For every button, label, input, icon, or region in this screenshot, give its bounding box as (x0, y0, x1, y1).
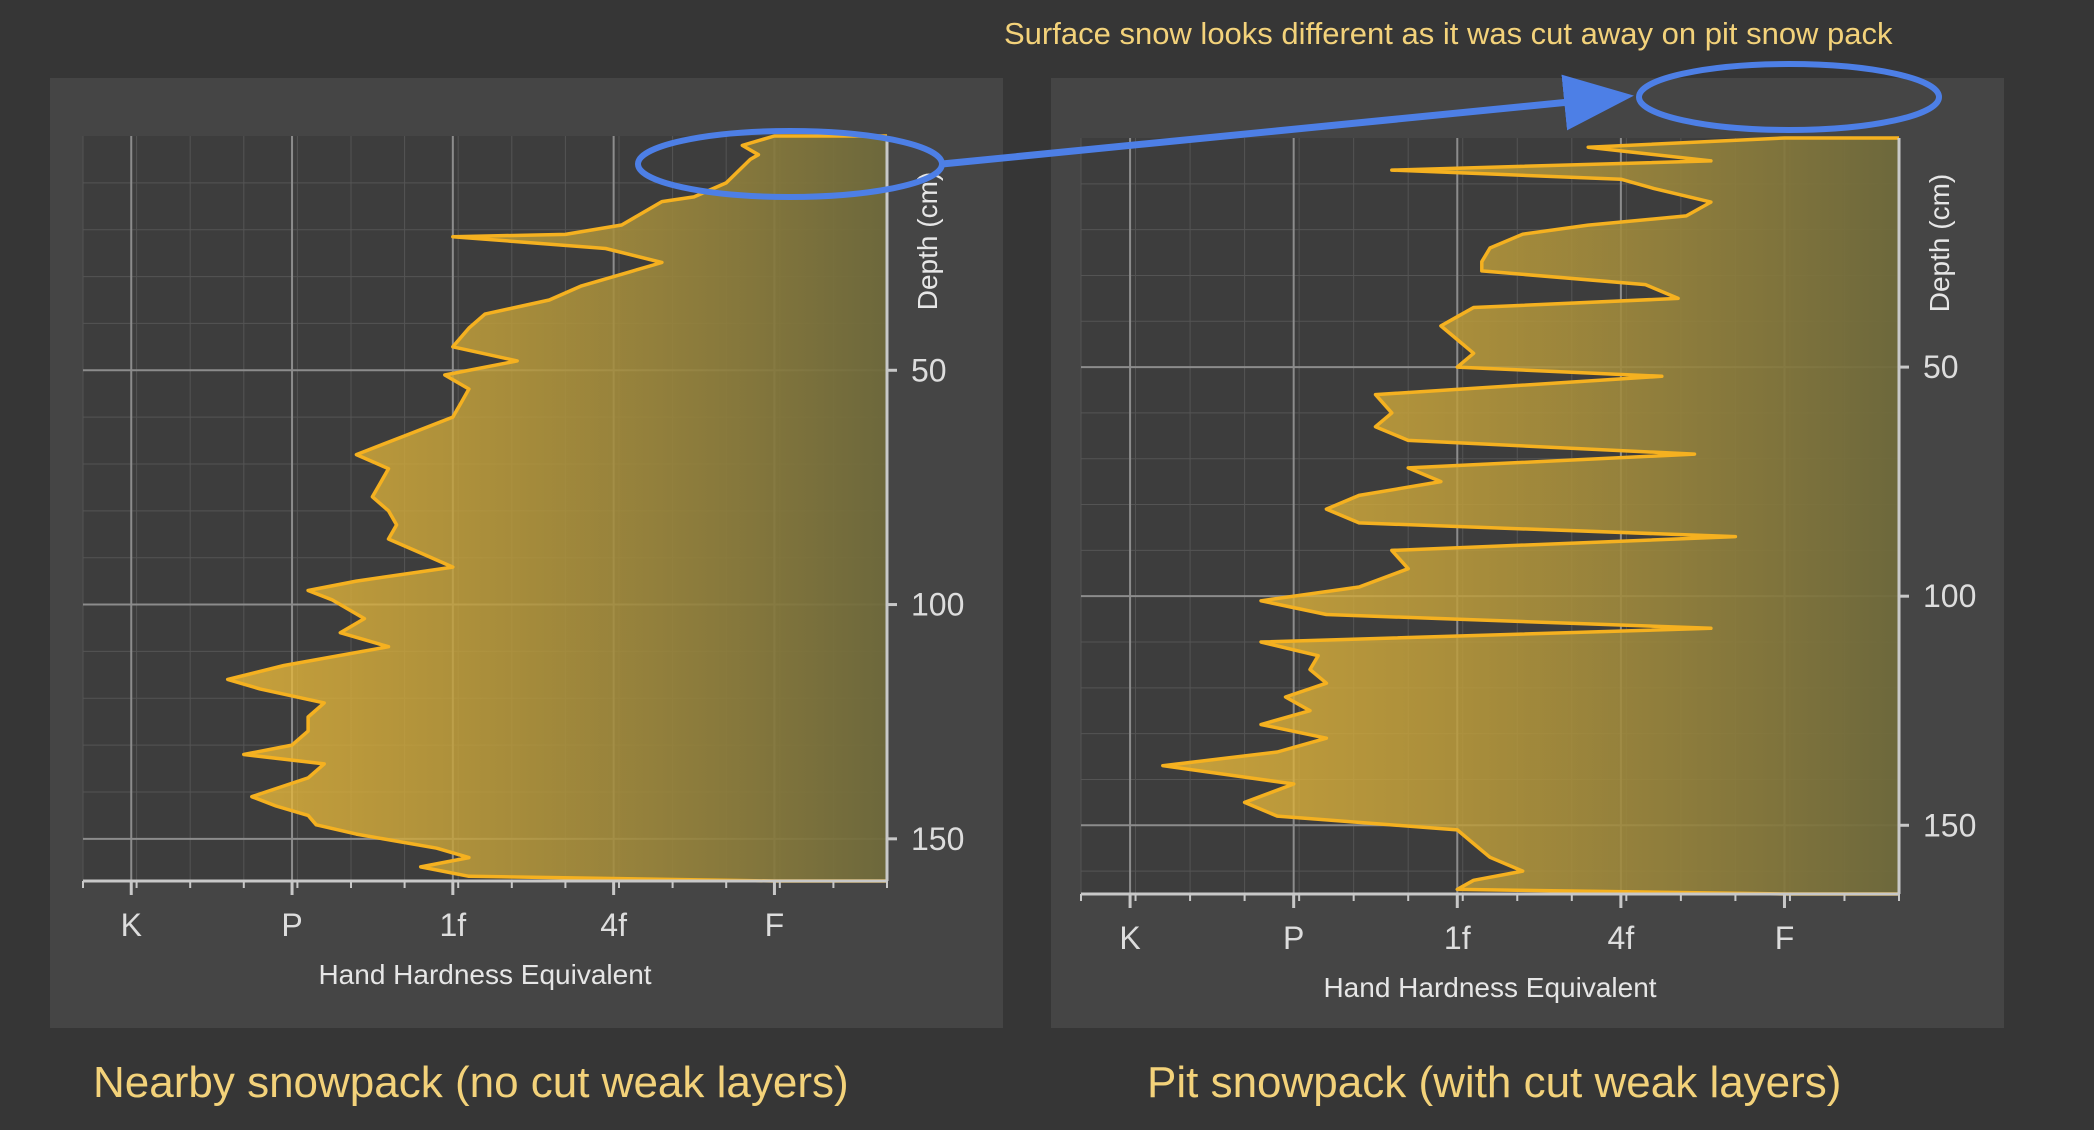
x-tick-label: K (1119, 920, 1140, 956)
caption-pit: Pit snowpack (with cut weak layers) (1147, 1058, 1842, 1107)
annotation-text: Surface snow looks different as it was c… (1004, 16, 1893, 51)
hardness-profile-area (227, 136, 887, 881)
x-tick-label: P (1283, 920, 1304, 956)
hardness-profile-area (1162, 138, 1899, 894)
y-tick-label: 50 (1923, 349, 1959, 385)
chart-panel-nearby: K P 1f 4f F 50 100 150 Hand Hardness Equivalent D… (50, 78, 1003, 1028)
hardness-profile-chart-pit: K P 1f 4f F 50 100 150 Hand Hardness Equivalent D… (1080, 136, 1976, 1003)
y-tick-label: 100 (911, 587, 964, 623)
x-tick-label: 1f (1444, 920, 1471, 956)
x-axis-title: Hand Hardness Equivalent (318, 959, 651, 990)
x-tick-label: F (1775, 920, 1795, 956)
y-axis-title: Depth (cm) (1924, 174, 1955, 312)
hardness-profile-line (1161, 136, 1899, 896)
x-axis-title: Hand Hardness Equivalent (1323, 972, 1656, 1003)
y-tick-label: 100 (1923, 578, 1976, 614)
x-tick-label: 4f (600, 907, 627, 943)
hardness-profile-chart-nearby: K P 1f 4f F 50 100 150 Hand Hardness Equivalent D… (82, 134, 964, 990)
y-tick-label: 150 (1923, 807, 1976, 843)
y-tick-label: 50 (911, 352, 947, 388)
chart-panel-pit: K P 1f 4f F 50 100 150 Hand Hardness Equivalent D… (1051, 78, 2004, 1028)
caption-nearby: Nearby snowpack (no cut weak layers) (93, 1058, 849, 1107)
x-tick-label: 1f (439, 907, 466, 943)
x-tick-label: K (121, 907, 142, 943)
x-tick-label: P (281, 907, 302, 943)
x-tick-label: F (765, 907, 785, 943)
x-tick-label: 4f (1608, 920, 1635, 956)
hardness-profile-line (225, 134, 887, 883)
y-axis-title: Depth (cm) (912, 172, 943, 310)
y-tick-label: 150 (911, 821, 964, 857)
